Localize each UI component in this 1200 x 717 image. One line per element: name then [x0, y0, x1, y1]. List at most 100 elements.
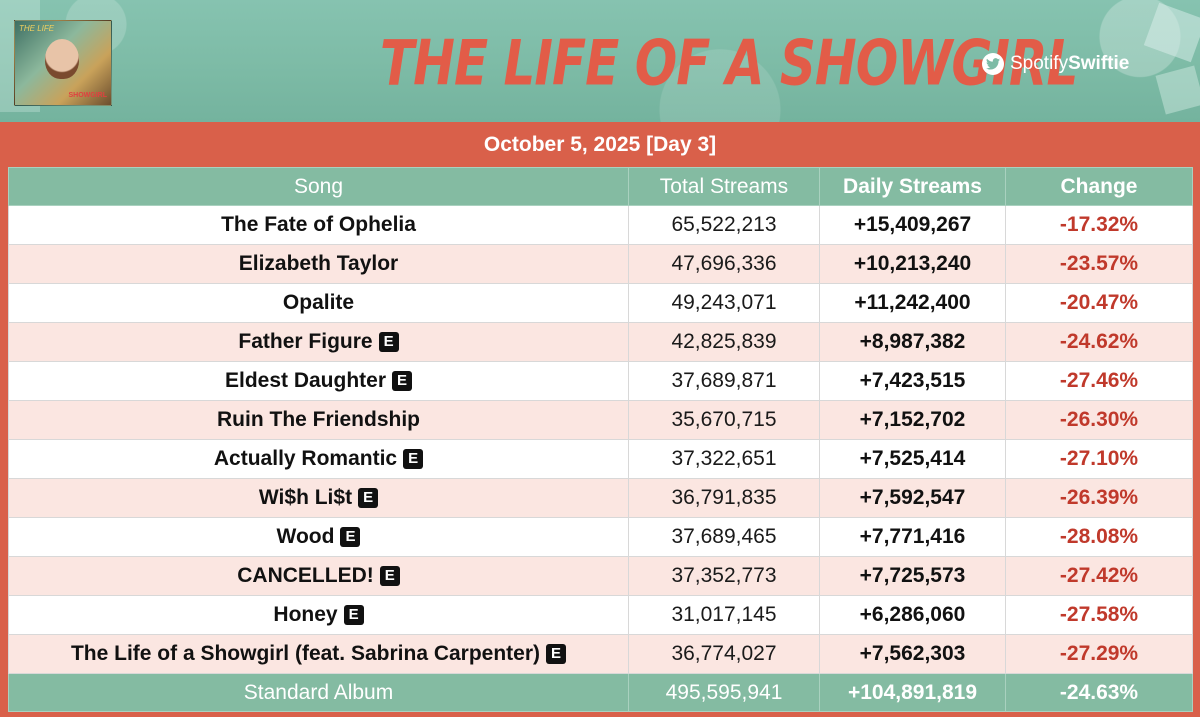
daily-streams-text: +6,286,060 [859, 603, 966, 626]
explicit-badge-icon: E [546, 644, 567, 664]
daily-streams-text: +15,409,267 [853, 213, 972, 236]
total-streams: 42,825,839 [628, 322, 820, 362]
total-streams-text: 42,825,839 [671, 330, 777, 353]
daily-streams-text: +7,771,416 [859, 525, 966, 548]
song-title: Wi$h Li$t E [8, 478, 629, 518]
daily-streams: +10,213,240 [819, 244, 1006, 284]
song-title: The Life of a Showgirl (feat. Sabrina Ca… [8, 634, 629, 674]
change-percent-text: -27.58% [1059, 603, 1139, 626]
twitter-bird-icon [982, 53, 1004, 75]
explicit-badge-icon: E [403, 449, 424, 469]
song-title: Elizabeth Taylor [8, 244, 629, 284]
total-streams-text: 31,017,145 [671, 603, 777, 626]
song-title-text: Actually Romantic [213, 447, 398, 470]
change-percent-text: -27.29% [1059, 642, 1139, 665]
total-streams-text: 37,689,871 [671, 369, 777, 392]
change-percent: -28.08% [1005, 517, 1193, 557]
total-streams: 37,689,871 [628, 361, 820, 401]
daily-streams: +7,771,416 [819, 517, 1006, 557]
change-percent: -26.30% [1005, 400, 1193, 440]
cover-title: THE LIFE [19, 24, 55, 33]
song-title: Opalite [8, 283, 629, 323]
daily-streams-text: +7,592,547 [859, 486, 966, 509]
song-title-text: Father Figure [238, 330, 373, 353]
total-streams: 35,670,715 [628, 400, 820, 440]
change-percent: -27.58% [1005, 595, 1193, 635]
daily-streams: +7,562,303 [819, 634, 1006, 674]
song-title: Father Figure E [8, 322, 629, 362]
table-row: The Life of a Showgirl (feat. Sabrina Ca… [8, 634, 1193, 674]
album-cover: THE LIFE SHOWGIRL [14, 20, 112, 106]
total-streams-text: 36,774,027 [671, 642, 777, 665]
daily-streams-text: +8,987,382 [859, 330, 966, 353]
change-percent: -27.46% [1005, 361, 1193, 401]
album-change: -24.63% [1005, 673, 1193, 712]
change-percent-text: -27.46% [1059, 369, 1139, 392]
song-title: The Fate of Ophelia [8, 205, 629, 245]
date-bar: October 5, 2025 [Day 3] [0, 122, 1200, 167]
table-row: Wood E 37,689,465 +7,771,416 -28.08% [8, 517, 1193, 557]
total-streams: 36,791,835 [628, 478, 820, 518]
change-percent: -26.39% [1005, 478, 1193, 518]
song-title: CANCELLED! E [8, 556, 629, 596]
twitter-handle[interactable]: SpotifySwiftie [982, 50, 1129, 78]
total-streams-text: 37,689,465 [671, 525, 777, 548]
daily-streams-text: +7,423,515 [859, 369, 966, 392]
song-title-text: Wi$h Li$t [258, 486, 353, 509]
album-total-streams: 495,595,941 [628, 673, 820, 712]
song-title: Wood E [8, 517, 629, 557]
song-title-text: Wood [276, 525, 335, 548]
song-title: Honey E [8, 595, 629, 635]
total-streams: 65,522,213 [628, 205, 820, 245]
total-streams-text: 65,522,213 [671, 213, 777, 236]
change-percent-text: -28.08% [1059, 525, 1139, 548]
header-banner: THE LIFE SHOWGIRL THE LIFE OF A SHOWGIRL… [0, 0, 1200, 122]
table-row: Actually Romantic E 37,322,651 +7,525,414 -2… [8, 439, 1193, 479]
explicit-badge-icon: E [378, 332, 399, 352]
column-header-song: Song [8, 167, 629, 206]
daily-streams: +7,152,702 [819, 400, 1006, 440]
change-percent: -17.32% [1005, 205, 1193, 245]
column-header-change: Change [1005, 167, 1193, 206]
song-title-text: Elizabeth Taylor [238, 252, 399, 275]
change-percent: -20.47% [1005, 283, 1193, 323]
total-streams: 31,017,145 [628, 595, 820, 635]
song-title-text: Honey [273, 603, 338, 626]
album-total-row: Standard Album 495,595,941 +104,891,819 … [8, 673, 1193, 712]
daily-streams: +8,987,382 [819, 322, 1006, 362]
change-percent-text: -26.39% [1059, 486, 1139, 509]
column-header-daily: Daily Streams [819, 167, 1006, 206]
total-streams: 37,352,773 [628, 556, 820, 596]
explicit-badge-icon: E [392, 371, 413, 391]
daily-streams-text: +7,725,573 [859, 564, 966, 587]
daily-streams: +7,525,414 [819, 439, 1006, 479]
daily-streams: +7,725,573 [819, 556, 1006, 596]
streams-table: Song Total Streams Daily Streams Change … [8, 167, 1193, 712]
daily-streams: +7,592,547 [819, 478, 1006, 518]
total-streams: 49,243,071 [628, 283, 820, 323]
total-streams-text: 49,243,071 [671, 291, 777, 314]
page-title: THE LIFE OF A SHOWGIRL [380, 26, 1078, 100]
total-streams-text: 47,696,336 [671, 252, 777, 275]
daily-streams-text: +7,152,702 [859, 408, 966, 431]
column-header-total: Total Streams [628, 167, 820, 206]
total-streams-text: 37,352,773 [671, 564, 777, 587]
song-title-text: Eldest Daughter [224, 369, 387, 392]
table-row: Eldest Daughter E 37,689,871 +7,423,515 -27.… [8, 361, 1193, 401]
cover-tag: SHOWGIRL [68, 92, 108, 99]
change-percent-text: -24.62% [1059, 330, 1139, 353]
table-row: Ruin The Friendship 35,670,715 +7,152,702 -… [8, 400, 1193, 440]
daily-streams: +6,286,060 [819, 595, 1006, 635]
daily-streams: +11,242,400 [819, 283, 1006, 323]
daily-streams: +15,409,267 [819, 205, 1006, 245]
song-title: Eldest Daughter E [8, 361, 629, 401]
explicit-badge-icon: E [340, 527, 361, 547]
daily-streams-text: +11,242,400 [854, 291, 971, 314]
explicit-badge-icon: E [343, 605, 364, 625]
change-percent-text: -26.30% [1059, 408, 1139, 431]
total-streams-text: 37,322,651 [671, 447, 777, 470]
table-row: The Fate of Ophelia 65,522,213 +15,409,267… [8, 205, 1193, 245]
change-percent: -27.29% [1005, 634, 1193, 674]
song-title-text: Ruin The Friendship [217, 408, 420, 431]
